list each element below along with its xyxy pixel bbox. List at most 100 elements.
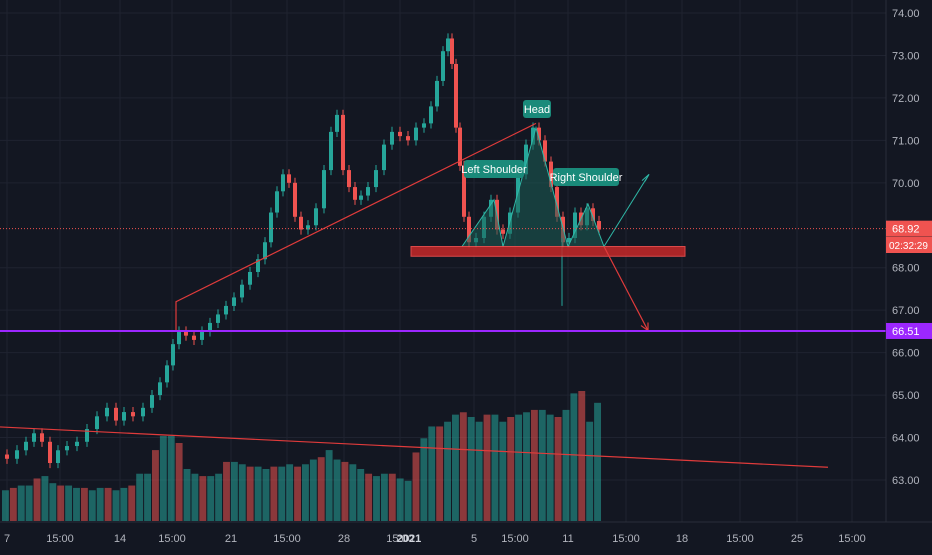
level-price-label: 66.51 <box>892 326 920 338</box>
volume-bar <box>294 466 301 521</box>
candle-body <box>573 212 577 239</box>
candle-body <box>366 187 370 196</box>
candle-body <box>549 161 553 188</box>
support-zone[interactable] <box>410 246 686 257</box>
volume-bar <box>57 485 65 521</box>
volume-bar <box>88 490 96 521</box>
volume-bar <box>286 464 294 521</box>
ascending-trendline[interactable] <box>175 122 537 332</box>
volume-bar <box>2 490 9 521</box>
head-shoulders-area <box>462 127 604 247</box>
y-tick-label: 74.00 <box>892 8 920 20</box>
bearish-projection-arrow[interactable] <box>603 246 649 331</box>
candle-body <box>48 441 52 464</box>
volume-bar <box>396 478 404 521</box>
candle-body <box>105 407 109 417</box>
volume-bar <box>530 409 538 521</box>
volume-bar <box>207 476 215 521</box>
annotation-label-box[interactable] <box>464 160 524 178</box>
volume-bar <box>199 476 207 521</box>
volume-bar <box>223 461 230 521</box>
candle-body <box>256 259 260 272</box>
candle-body <box>359 195 363 200</box>
volume-bar <box>546 414 554 521</box>
volume-bar <box>41 476 49 521</box>
annotation-label-box[interactable] <box>523 100 551 118</box>
candle-body <box>341 114 345 171</box>
candle-body <box>398 131 402 137</box>
candle-body <box>75 441 79 447</box>
volume-bar <box>483 414 491 521</box>
volume-bar <box>523 412 530 521</box>
x-tick-label: 15:00 <box>726 533 754 545</box>
candle-body <box>567 238 571 243</box>
candle-body <box>85 429 89 442</box>
volume-bar <box>104 487 112 521</box>
candle-body <box>15 450 19 459</box>
candle-body <box>543 140 547 162</box>
volume-bar <box>357 469 365 521</box>
candle-body <box>467 216 471 243</box>
volume-bar <box>167 435 175 521</box>
candle-body <box>524 144 528 175</box>
volume-bar <box>507 417 515 521</box>
candle-body <box>446 38 450 52</box>
x-tick-label: 15:00 <box>158 533 186 545</box>
volume-bar <box>183 469 191 521</box>
y-tick-label: 65.00 <box>892 390 920 402</box>
volume-bar <box>388 473 396 521</box>
time-axis[interactable] <box>0 522 932 550</box>
volume-bar <box>17 485 25 521</box>
x-tick-label: 15:00 <box>838 533 866 545</box>
x-tick-label: 15:00 <box>612 533 640 545</box>
candle-body <box>122 412 126 421</box>
price-axis[interactable] <box>886 0 932 522</box>
candle-body <box>184 331 188 336</box>
candle-body <box>150 395 154 408</box>
volume-bar <box>254 466 262 521</box>
level-price-tag <box>886 322 932 339</box>
volume-bar <box>444 421 451 521</box>
volume-bar <box>491 414 499 521</box>
descending-trendline[interactable] <box>0 426 829 468</box>
candle-body <box>240 284 244 298</box>
volume-bar <box>333 459 341 521</box>
x-tick-label: 15:00 <box>501 533 529 545</box>
candle-body <box>322 170 326 209</box>
candle-body <box>275 191 279 213</box>
candle-body <box>414 127 418 141</box>
candle-body <box>56 450 60 464</box>
x-tick-label-year: 2021 <box>397 533 421 545</box>
x-tick-label: 25 <box>791 533 803 545</box>
volume-bar <box>499 421 507 521</box>
x-tick-label: 15:00 <box>46 533 74 545</box>
volume-bar <box>246 466 254 521</box>
candle-body <box>171 344 175 366</box>
head-shoulders-outline[interactable] <box>461 125 605 248</box>
candle-body <box>281 174 285 192</box>
candle-body <box>314 208 318 226</box>
countdown-tag <box>886 237 932 253</box>
volume-bar <box>554 417 562 521</box>
volume-bar <box>302 464 309 521</box>
volume-bar <box>594 402 601 521</box>
volume-bar <box>428 426 436 521</box>
candle-body <box>329 131 333 171</box>
volume-bar <box>578 391 586 521</box>
volume-bar <box>215 473 223 521</box>
bullish-projection-arrow[interactable] <box>603 174 650 247</box>
candle-body <box>450 38 454 64</box>
candle-body <box>347 170 351 188</box>
candle-body <box>141 407 145 417</box>
volume-bar <box>33 478 41 521</box>
candle-body <box>353 187 357 200</box>
candle-body <box>299 216 303 230</box>
volume-bar <box>475 421 483 521</box>
annotation-label-box[interactable] <box>553 168 619 186</box>
candle-body <box>422 123 426 128</box>
y-tick-label: 63.00 <box>892 475 920 487</box>
x-tick-label: 15:00 <box>386 533 414 545</box>
countdown-label: 02:32:29 <box>889 241 928 252</box>
